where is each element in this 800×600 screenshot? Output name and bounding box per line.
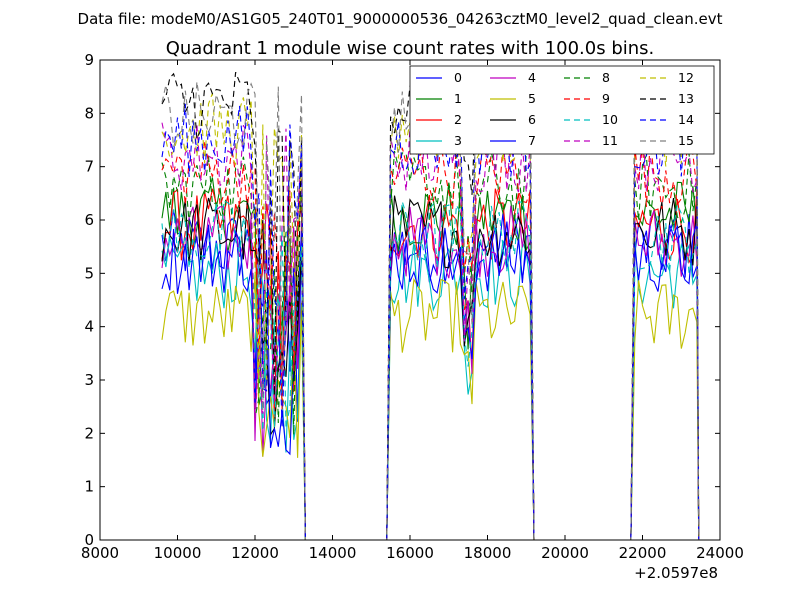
series-line-10 bbox=[161, 200, 700, 540]
x-tick-label: 22000 bbox=[619, 544, 667, 562]
x-tick-label: 14000 bbox=[309, 544, 357, 562]
x-tick-label: 18000 bbox=[464, 544, 512, 562]
series-line-3 bbox=[161, 236, 700, 540]
legend-label-14: 14 bbox=[678, 112, 694, 127]
legend-label-3: 3 bbox=[454, 133, 462, 148]
legend-label-6: 6 bbox=[528, 112, 536, 127]
chart-suptitle: Data file: modeM0/AS1G05_240T01_90000005… bbox=[78, 10, 723, 29]
y-tick-label: 1 bbox=[84, 478, 94, 496]
y-tick-label: 3 bbox=[84, 371, 94, 389]
y-tick-label: 5 bbox=[84, 264, 94, 282]
x-tick-label: 24000 bbox=[696, 544, 744, 562]
legend-label-7: 7 bbox=[528, 133, 536, 148]
x-tick-label: 16000 bbox=[386, 544, 434, 562]
series-line-1 bbox=[161, 177, 700, 540]
legend-label-4: 4 bbox=[528, 70, 536, 85]
tick-layer: 8000 10000 12000 14000 16000 18000 20000 22000 2… bbox=[81, 51, 744, 562]
legend-label-15: 15 bbox=[678, 133, 694, 148]
y-tick-label: 7 bbox=[84, 158, 94, 176]
series-line-6 bbox=[161, 195, 700, 540]
legend-label-1: 1 bbox=[454, 91, 462, 106]
y-tick-label: 8 bbox=[84, 104, 94, 122]
series-line-5 bbox=[161, 274, 700, 540]
x-tick-label: 10000 bbox=[154, 544, 202, 562]
x-tick-label: 12000 bbox=[231, 544, 279, 562]
y-tick-label: 9 bbox=[84, 51, 94, 69]
legend-label-11: 11 bbox=[602, 133, 618, 148]
series-line-14 bbox=[161, 103, 700, 540]
x-offset-label: +2.0597e8 bbox=[634, 564, 718, 582]
legend-frame bbox=[409, 65, 715, 155]
y-tick-label: 2 bbox=[84, 424, 94, 442]
series-line-11 bbox=[161, 121, 700, 540]
series-line-9 bbox=[161, 137, 700, 540]
x-tick-label: 8000 bbox=[81, 544, 119, 562]
series-line-7 bbox=[161, 221, 700, 540]
legend-label-10: 10 bbox=[602, 112, 618, 127]
series-line-0 bbox=[161, 209, 700, 540]
legend-label-13: 13 bbox=[678, 91, 694, 106]
legend-label-8: 8 bbox=[602, 70, 610, 85]
x-tick-label: 20000 bbox=[541, 544, 589, 562]
y-tick-label: 4 bbox=[84, 318, 94, 336]
legend-label-5: 5 bbox=[528, 91, 536, 106]
y-tick-label: 0 bbox=[84, 531, 94, 549]
legend-label-9: 9 bbox=[602, 91, 610, 106]
y-tick-label: 6 bbox=[84, 211, 94, 229]
series-line-8 bbox=[161, 150, 700, 540]
legend-label-12: 12 bbox=[678, 70, 694, 85]
legend-label-2: 2 bbox=[454, 112, 462, 127]
legend-label-0: 0 bbox=[454, 70, 462, 85]
chart-title: Quadrant 1 module wise count rates with … bbox=[166, 38, 655, 59]
